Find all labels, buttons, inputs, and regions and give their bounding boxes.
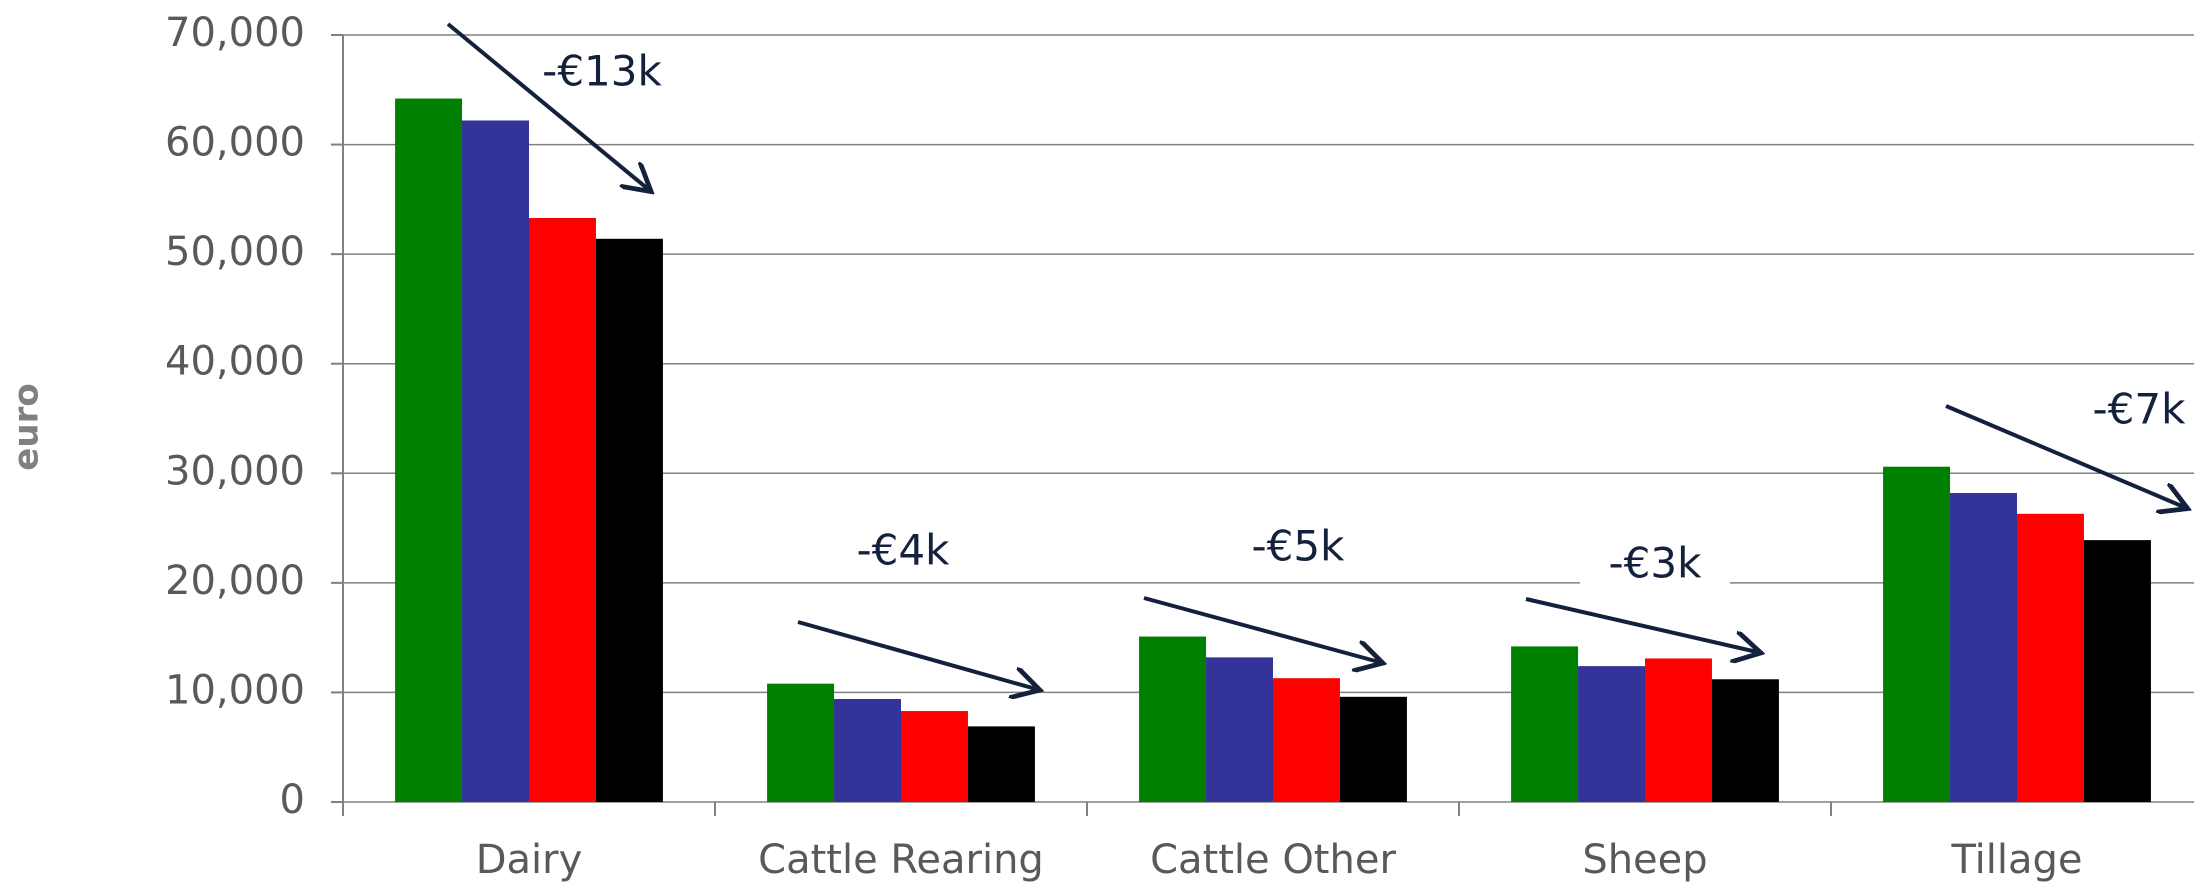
bar [595,238,663,802]
bar [2017,513,2084,802]
y-tick-label: 0 [280,777,305,823]
annotation: -€4k [857,526,951,575]
annotation: -€3k [1609,539,1703,588]
bar [1950,493,2017,802]
bar [1339,696,1407,802]
y-tick-label: 10,000 [165,667,305,713]
annotation-arrow [1143,596,1379,662]
x-tick-label: Dairy [476,837,583,883]
y-tick-label: 50,000 [165,229,305,275]
bar [1206,657,1273,802]
bar [1578,666,1645,802]
x-tick-label: Tillage [1950,837,2082,883]
y-axis-label: euro [7,383,47,470]
bar [2083,540,2151,802]
bar [529,217,596,803]
y-tick-label: 40,000 [165,339,305,385]
bar [834,699,901,802]
annotation: -€13k [542,47,662,96]
annotation: -€5k [1252,522,1346,571]
bar [395,98,463,802]
bar [1645,658,1712,802]
bar [1711,679,1779,802]
bar [901,711,968,802]
annotation-background [1580,536,1730,596]
x-tick-label: Cattle Other [1150,837,1396,883]
bar [1273,678,1340,802]
annotation-arrow [1945,404,2184,507]
bar [1139,636,1207,802]
annotation: -€7k [2093,385,2187,434]
annotation-arrow [1525,597,1757,652]
x-tick-label: Sheep [1582,837,1707,883]
y-tick-label: 20,000 [165,558,305,604]
bar [1511,646,1579,802]
bar [967,726,1035,802]
annotation-arrow [446,22,648,189]
y-tick-label: 60,000 [165,120,305,166]
bar [767,683,835,802]
x-tick-label: Cattle Rearing [758,837,1044,883]
y-tick-label: 30,000 [165,448,305,494]
bar [1883,466,1951,802]
bar [462,120,529,803]
y-tick-label: 70,000 [165,10,305,56]
annotation-arrow [797,620,1036,689]
